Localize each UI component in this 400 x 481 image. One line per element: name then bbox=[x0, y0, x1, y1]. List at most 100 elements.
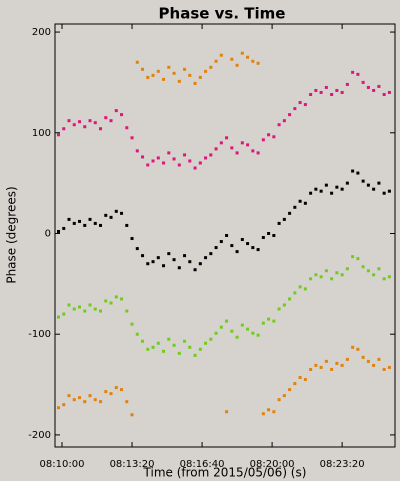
point bbox=[330, 191, 334, 195]
point bbox=[309, 93, 313, 96]
point bbox=[387, 90, 391, 94]
point bbox=[125, 223, 129, 227]
point bbox=[57, 406, 61, 410]
point bbox=[120, 113, 124, 117]
point bbox=[309, 367, 313, 371]
y-axis-label: Phase (degrees) bbox=[5, 186, 19, 283]
point bbox=[356, 257, 360, 261]
point bbox=[324, 359, 328, 363]
point bbox=[330, 93, 334, 96]
point bbox=[240, 238, 244, 242]
point bbox=[67, 394, 71, 398]
point bbox=[366, 183, 370, 187]
point bbox=[214, 59, 218, 63]
point bbox=[314, 187, 318, 191]
point bbox=[125, 400, 129, 404]
point bbox=[120, 297, 124, 301]
point bbox=[282, 217, 286, 221]
point bbox=[246, 327, 250, 331]
point bbox=[62, 226, 66, 230]
chart-title: Phase vs. Time bbox=[159, 5, 286, 23]
point bbox=[83, 223, 87, 227]
point bbox=[167, 65, 171, 69]
point bbox=[298, 285, 302, 289]
y-tick-label: -200 bbox=[28, 430, 51, 441]
point bbox=[288, 297, 292, 301]
point bbox=[351, 70, 355, 74]
point bbox=[193, 81, 197, 85]
point bbox=[135, 149, 139, 153]
point bbox=[88, 217, 92, 221]
point bbox=[366, 359, 370, 363]
point bbox=[198, 262, 202, 266]
point bbox=[99, 127, 103, 131]
x-tick-label: 08:20:00 bbox=[250, 459, 295, 470]
point bbox=[351, 255, 355, 259]
point bbox=[156, 341, 160, 345]
x-tick-label: 08:16:40 bbox=[180, 459, 225, 470]
point bbox=[377, 181, 381, 185]
point bbox=[277, 123, 281, 127]
point bbox=[125, 309, 129, 313]
point bbox=[319, 90, 323, 94]
point bbox=[330, 367, 334, 371]
point bbox=[240, 51, 244, 55]
point bbox=[62, 403, 66, 407]
point bbox=[219, 141, 223, 145]
point bbox=[366, 85, 370, 89]
point bbox=[104, 390, 108, 394]
point bbox=[345, 181, 349, 185]
point bbox=[78, 120, 82, 124]
point bbox=[114, 295, 118, 299]
point bbox=[114, 386, 118, 390]
point bbox=[78, 305, 82, 309]
point bbox=[246, 242, 250, 246]
point bbox=[146, 75, 150, 79]
point bbox=[193, 166, 197, 170]
point bbox=[183, 339, 187, 343]
point bbox=[67, 303, 71, 307]
point bbox=[93, 398, 97, 402]
point bbox=[162, 349, 166, 353]
point bbox=[356, 347, 360, 351]
point bbox=[319, 365, 323, 369]
point bbox=[256, 61, 260, 65]
point bbox=[377, 357, 381, 361]
plot-frame bbox=[54, 23, 396, 448]
point bbox=[109, 301, 113, 305]
point bbox=[99, 309, 103, 313]
point bbox=[130, 413, 134, 417]
point bbox=[387, 365, 391, 369]
point bbox=[230, 146, 234, 150]
point bbox=[177, 351, 181, 355]
point bbox=[109, 119, 113, 123]
point bbox=[120, 388, 124, 392]
point bbox=[293, 382, 297, 386]
point bbox=[214, 331, 218, 335]
point bbox=[130, 136, 134, 140]
point bbox=[351, 345, 355, 349]
point bbox=[172, 157, 176, 161]
point bbox=[151, 73, 155, 77]
point bbox=[198, 347, 202, 351]
point bbox=[57, 229, 61, 233]
point bbox=[251, 149, 255, 153]
point bbox=[261, 412, 265, 416]
point bbox=[219, 240, 223, 244]
point bbox=[261, 138, 265, 142]
point bbox=[88, 119, 92, 123]
point bbox=[277, 221, 281, 225]
point bbox=[135, 247, 139, 251]
point bbox=[256, 333, 260, 337]
point bbox=[366, 269, 370, 273]
point bbox=[72, 307, 76, 311]
point bbox=[109, 392, 113, 396]
point bbox=[156, 256, 160, 260]
point bbox=[177, 163, 181, 167]
point bbox=[335, 361, 339, 365]
point bbox=[372, 187, 376, 191]
point bbox=[104, 213, 108, 217]
point bbox=[267, 317, 271, 321]
point bbox=[256, 151, 260, 155]
